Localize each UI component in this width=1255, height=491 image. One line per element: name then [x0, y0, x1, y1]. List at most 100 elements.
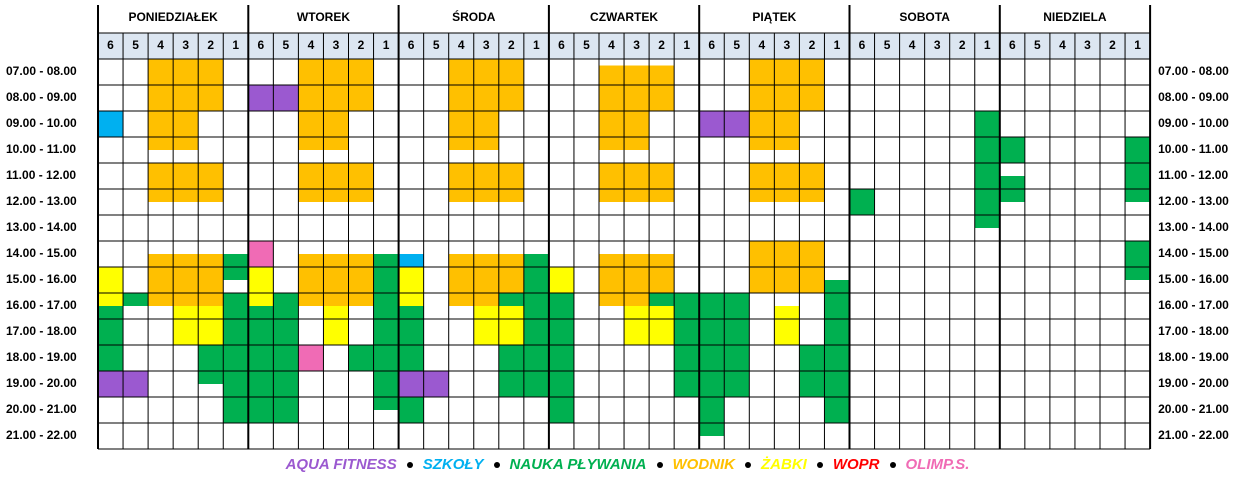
booking	[373, 254, 399, 410]
booking	[248, 306, 274, 423]
hour-label-right: 08.00 - 09.00	[1158, 90, 1229, 104]
booking	[298, 345, 324, 371]
lane-label: 2	[207, 38, 214, 52]
booking	[1125, 137, 1151, 202]
hour-label-left: 09.00 - 10.00	[6, 116, 77, 130]
lane-label: 2	[809, 38, 816, 52]
booking	[198, 306, 224, 345]
hour-label-left: 12.00 - 13.00	[6, 194, 77, 208]
booking	[98, 111, 124, 137]
booking	[649, 293, 675, 306]
booking	[473, 59, 499, 150]
hour-label-right: 21.00 - 22.00	[1158, 428, 1229, 442]
booking	[849, 189, 875, 215]
booking	[298, 59, 324, 150]
booking	[98, 371, 124, 397]
booking	[173, 254, 199, 306]
lane-label: 6	[107, 38, 114, 52]
hour-label-right: 10.00 - 11.00	[1158, 142, 1228, 156]
booking	[123, 293, 149, 306]
lane-label: 5	[583, 38, 590, 52]
booking	[774, 163, 800, 202]
lane-label: 5	[132, 38, 139, 52]
lane-label: 6	[708, 38, 715, 52]
legend-separator	[889, 461, 896, 468]
booking	[273, 85, 299, 111]
legend-item: AQUA FITNESS	[285, 456, 397, 473]
booking	[824, 280, 850, 423]
lane-label: 4	[909, 38, 916, 52]
lane-label: 1	[383, 38, 390, 52]
booking	[423, 371, 449, 397]
lane-label: 5	[1034, 38, 1041, 52]
lane-label: 3	[182, 38, 189, 52]
booking	[173, 163, 199, 202]
booking	[98, 267, 124, 306]
booking	[248, 267, 274, 306]
booking	[348, 345, 374, 371]
booking	[198, 254, 224, 306]
booking	[98, 306, 124, 371]
booking	[248, 85, 274, 111]
booking	[774, 59, 800, 150]
hour-label-left: 21.00 - 22.00	[6, 428, 77, 442]
booking	[473, 254, 499, 306]
booking	[398, 371, 424, 397]
day-label: SOBOTA	[899, 10, 950, 24]
lane-label: 3	[483, 38, 490, 52]
hour-label-right: 07.00 - 08.00	[1158, 64, 1229, 78]
booking	[498, 306, 524, 345]
lane-label: 3	[633, 38, 640, 52]
day-label: NIEDZIELA	[1043, 10, 1107, 24]
legend-item: WODNIK	[672, 456, 736, 473]
booking	[473, 306, 499, 345]
booking	[323, 306, 349, 345]
booking	[548, 267, 574, 293]
lane-label: 2	[358, 38, 365, 52]
booking	[999, 137, 1025, 163]
booking	[248, 241, 274, 267]
lane-label: 6	[1009, 38, 1016, 52]
lane-label: 3	[784, 38, 791, 52]
hour-label-right: 15.00 - 16.00	[1158, 272, 1229, 286]
lane-label: 2	[508, 38, 515, 52]
legend-separator	[745, 461, 751, 468]
booking	[749, 59, 775, 150]
booking	[624, 306, 650, 345]
lane-label: 4	[308, 38, 315, 52]
day-label: CZWARTEK	[590, 10, 658, 24]
booking	[223, 293, 249, 423]
booking	[148, 254, 174, 306]
booking	[173, 306, 199, 345]
lane-label: 1	[834, 38, 841, 52]
hour-label-left: 11.00 - 12.00	[6, 168, 76, 182]
booking	[523, 254, 549, 397]
lane-label: 5	[283, 38, 290, 52]
booking	[599, 163, 625, 202]
lane-label: 4	[458, 38, 465, 52]
booking	[699, 111, 725, 137]
day-label: ŚRODA	[452, 9, 496, 24]
legend-separator	[406, 461, 413, 468]
booking	[649, 306, 675, 345]
lane-label: 4	[758, 38, 765, 52]
hour-label-left: 14.00 - 15.00	[6, 246, 77, 260]
booking	[173, 59, 199, 150]
hour-label-left: 10.00 - 11.00	[6, 142, 76, 156]
hour-label-left: 07.00 - 08.00	[6, 64, 77, 78]
day-label: WTOREK	[297, 10, 350, 24]
hour-label-left: 16.00 - 17.00	[6, 298, 77, 312]
booking	[448, 254, 474, 306]
hour-label-right: 16.00 - 17.00	[1158, 298, 1229, 312]
schedule: PONIEDZIAŁEK 6 5 4 3 2 1 WTOREK 6 5 4 3 2 1 ŚRODA 6 5 4 3 2…	[6, 5, 1229, 450]
booking	[198, 163, 224, 202]
lane-label: 4	[1059, 38, 1066, 52]
booking	[599, 254, 625, 306]
booking	[448, 59, 474, 150]
booking	[398, 254, 424, 267]
hour-label-left: 13.00 - 14.00	[6, 220, 77, 234]
hour-label-right: 14.00 - 15.00	[1158, 246, 1229, 260]
booking	[774, 306, 800, 345]
booking	[348, 254, 374, 306]
legend-item: WOPR	[832, 456, 880, 473]
